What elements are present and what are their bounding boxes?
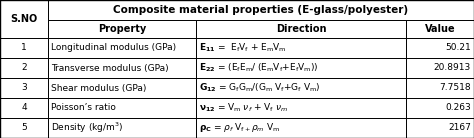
Text: $\mathbf{G_{12}}$ = $\mathrm{G_f}$$\mathrm{G_m}$/($\mathrm{G_m}$ $\mathrm{V_f}$+: $\mathbf{G_{12}}$ = $\mathrm{G_f}$$\math… (199, 82, 320, 94)
Bar (406, 98, 474, 118)
Text: 4: 4 (21, 104, 27, 112)
Text: Property: Property (98, 24, 146, 34)
Text: 3: 3 (21, 83, 27, 92)
Text: $\mathbf{\nu_{12}}$ = $\mathrm{V_m}$ $\nu_f$ + $\mathrm{V_f}$ $\nu_m$: $\mathbf{\nu_{12}}$ = $\mathrm{V_m}$ $\n… (199, 102, 288, 114)
Text: 5: 5 (21, 124, 27, 132)
Text: Longitudinal modulus (GPa): Longitudinal modulus (GPa) (51, 43, 176, 52)
Bar (196, 78, 406, 98)
Text: Direction: Direction (276, 24, 326, 34)
Text: 2: 2 (21, 63, 27, 72)
Text: S.NO: S.NO (10, 14, 37, 24)
Bar (48, 38, 196, 58)
Text: 7.7518: 7.7518 (439, 83, 471, 92)
Bar (0, 118, 48, 138)
Text: 20.8913: 20.8913 (434, 63, 471, 72)
Text: 2167: 2167 (448, 124, 471, 132)
Bar (196, 38, 406, 58)
Text: 0.263: 0.263 (445, 104, 471, 112)
Text: Composite material properties (E-glass/polyester): Composite material properties (E-glass/p… (113, 5, 409, 15)
Text: Shear modulus (GPa): Shear modulus (GPa) (51, 83, 146, 92)
Bar (0, 98, 48, 118)
Bar (406, 38, 474, 58)
Bar (48, 98, 196, 118)
Text: Value: Value (425, 24, 456, 34)
Bar (196, 58, 406, 78)
Bar (196, 118, 406, 138)
Bar (0, 58, 48, 78)
Text: 50.21: 50.21 (445, 43, 471, 52)
Bar (0, 0, 48, 38)
Text: 1: 1 (21, 43, 27, 52)
Bar (48, 118, 196, 138)
Bar (196, 98, 406, 118)
Bar (48, 78, 196, 98)
Bar (48, 20, 196, 38)
Bar (0, 38, 48, 58)
Bar (48, 0, 474, 20)
Bar (48, 58, 196, 78)
Text: Poisson’s ratio: Poisson’s ratio (51, 104, 116, 112)
Bar (406, 78, 474, 98)
Bar (0, 78, 48, 98)
Text: Density (kg/m$^3$): Density (kg/m$^3$) (51, 121, 123, 135)
Text: $\mathbf{\rho_C}$ = $\rho_f$ $\mathrm{V_{f+}}$$\rho_m$ $\mathrm{V_m}$: $\mathbf{\rho_C}$ = $\rho_f$ $\mathrm{V_… (199, 121, 280, 135)
Text: Transverse modulus (GPa): Transverse modulus (GPa) (51, 63, 169, 72)
Bar (406, 118, 474, 138)
Bar (406, 20, 474, 38)
Text: $\mathbf{E_{22}}$ = ($\mathrm{E_f}$$\mathrm{E_m}$/ ($\mathrm{E_m}$$\mathrm{V_f}$: $\mathbf{E_{22}}$ = ($\mathrm{E_f}$$\mat… (199, 62, 319, 74)
Text: $\mathbf{E_{11}}$ =  $\mathrm{E_f}$$\mathrm{V_f}$ + $\mathrm{E_m}$$\mathrm{V_m}$: $\mathbf{E_{11}}$ = $\mathrm{E_f}$$\math… (199, 42, 287, 54)
Bar (196, 20, 406, 38)
Bar (406, 58, 474, 78)
